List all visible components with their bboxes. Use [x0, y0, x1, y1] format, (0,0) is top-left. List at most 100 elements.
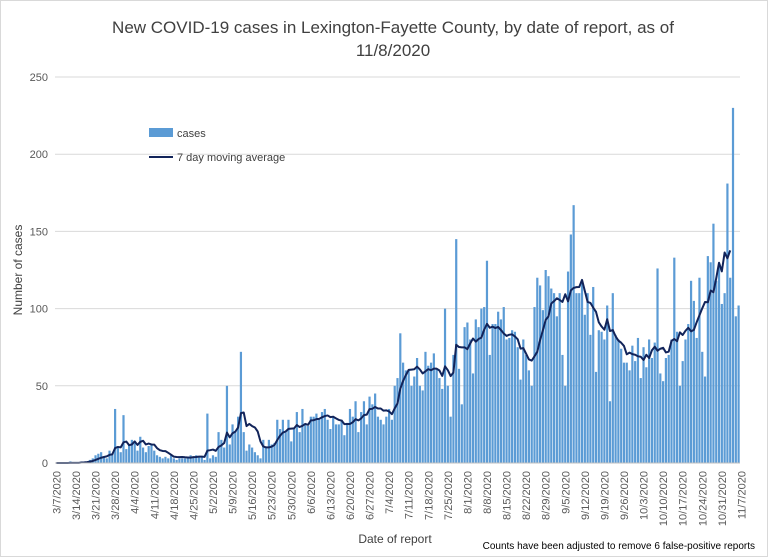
- case-bar: [497, 311, 500, 463]
- case-bar: [309, 416, 312, 463]
- case-bar: [471, 373, 475, 463]
- case-bar: [463, 327, 466, 463]
- case-bar: [511, 330, 514, 463]
- x-tick-label: 10/3/2020: [639, 471, 651, 520]
- case-bar: [617, 339, 620, 463]
- case-bar: [306, 425, 310, 463]
- case-bar: [421, 390, 424, 463]
- legend-cases-swatch: [149, 128, 173, 137]
- case-bar: [555, 316, 558, 463]
- x-tick-label: 7/11/2020: [404, 471, 416, 519]
- case-bar: [125, 449, 128, 463]
- case-bar: [253, 452, 257, 463]
- case-bar: [418, 385, 421, 463]
- case-bar: [614, 334, 617, 463]
- case-bar: [203, 459, 206, 463]
- case-bar: [678, 385, 681, 463]
- case-bar: [200, 456, 203, 463]
- x-tick-label: 5/23/2020: [267, 471, 279, 520]
- case-bar: [273, 442, 276, 463]
- y-axis-title: Number of cases: [11, 225, 25, 316]
- case-bar: [650, 358, 654, 463]
- case-bar: [354, 401, 357, 463]
- case-bar: [223, 447, 226, 463]
- x-tick-label: 3/28/2020: [110, 471, 122, 520]
- case-bar: [102, 456, 106, 463]
- case-bar: [600, 331, 603, 463]
- case-bar: [488, 354, 491, 463]
- case-bar: [139, 436, 142, 463]
- case-bar: [566, 271, 570, 463]
- case-bar: [687, 324, 690, 463]
- case-bar: [712, 223, 715, 463]
- case-bar: [374, 393, 377, 463]
- case-bar: [443, 308, 447, 463]
- case-bar: [155, 455, 159, 463]
- case-bar: [133, 441, 136, 463]
- case-bar: [670, 339, 673, 463]
- case-bar: [136, 450, 139, 463]
- y-axis-tick-labels: 0 50 100 150 200 250: [30, 72, 48, 470]
- case-bar: [466, 322, 469, 463]
- chart-title-line-1: New COVID-19 cases in Lexington-Fayette …: [112, 18, 674, 37]
- case-bar: [234, 432, 237, 463]
- case-bar: [304, 424, 307, 463]
- case-bar: [474, 319, 477, 463]
- case-bar: [189, 455, 192, 463]
- case-bar: [513, 331, 517, 463]
- case-bar: [197, 456, 201, 463]
- case-bar: [698, 277, 701, 463]
- case-bar: [583, 314, 586, 463]
- case-bar: [220, 439, 223, 463]
- case-bar: [662, 381, 665, 463]
- case-bar: [673, 257, 676, 463]
- case-bar: [206, 413, 209, 463]
- x-tick-label: 8/8/2020: [482, 471, 494, 514]
- case-bar: [130, 439, 133, 463]
- x-tick-label: 5/30/2020: [286, 471, 298, 520]
- x-tick-label: 10/24/2020: [697, 471, 709, 526]
- case-bar: [144, 452, 147, 463]
- case-bar: [620, 348, 623, 463]
- case-bar: [684, 339, 687, 463]
- case-bar: [337, 424, 340, 463]
- case-bar: [379, 419, 382, 463]
- case-bar: [527, 370, 531, 463]
- x-tick-label: 4/11/2020: [149, 471, 161, 519]
- case-bar: [108, 450, 111, 463]
- case-bar: [438, 378, 441, 463]
- case-bar: [656, 268, 659, 463]
- x-axis-title: Date of report: [358, 532, 432, 546]
- x-tick-label: 10/31/2020: [717, 471, 729, 526]
- case-bar: [183, 458, 187, 463]
- case-bar: [628, 370, 631, 463]
- case-bar: [228, 444, 231, 463]
- x-tick-label: 10/17/2020: [678, 471, 690, 526]
- case-bar: [407, 370, 410, 463]
- case-bar: [564, 385, 567, 463]
- case-bar: [659, 373, 662, 463]
- case-bar: [371, 404, 374, 463]
- case-bar: [547, 276, 550, 463]
- case-bar: [525, 354, 528, 463]
- case-bar: [460, 404, 463, 463]
- y-tick-label: 0: [42, 458, 48, 470]
- case-bar: [320, 412, 324, 463]
- case-bar: [259, 458, 262, 463]
- y-tick-label: 150: [30, 226, 48, 238]
- case-bar: [594, 371, 598, 463]
- case-bar: [382, 424, 385, 463]
- case-bar: [552, 293, 556, 463]
- case-bar: [401, 362, 405, 463]
- legend: cases 7 day moving average: [149, 128, 285, 164]
- case-bar: [284, 432, 287, 463]
- case-bar: [298, 432, 301, 463]
- case-bar: [608, 401, 612, 463]
- case-bar: [365, 424, 368, 463]
- case-bar: [323, 408, 326, 463]
- case-bar: [603, 339, 606, 463]
- case-bar: [505, 339, 508, 463]
- x-tick-label: 9/26/2020: [619, 471, 631, 520]
- case-bar: [477, 327, 480, 463]
